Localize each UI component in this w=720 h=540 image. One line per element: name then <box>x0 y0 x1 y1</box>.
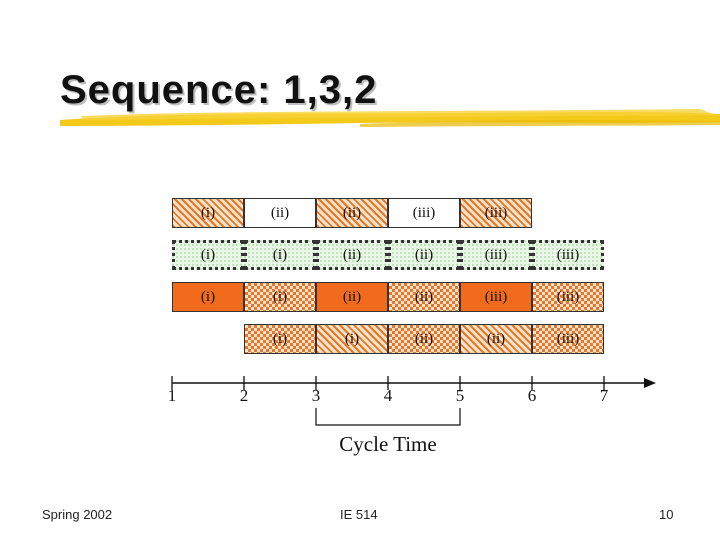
schedule-cell: (iii) <box>460 240 532 270</box>
axis-tick-label: 3 <box>311 386 321 405</box>
schedule-cell-label: (ii) <box>486 331 506 347</box>
cycle-time-label: Cycle Time <box>339 432 437 456</box>
slide-title: Sequence: 1,3,2 <box>60 68 378 112</box>
schedule-cell: (ii) <box>388 282 460 312</box>
schedule-cell-label: (ii) <box>414 331 434 347</box>
schedule-cell-label: (iii) <box>484 289 508 305</box>
schedule-cell-label: (i) <box>344 331 360 347</box>
schedule-cell-label: (iii) <box>556 247 580 263</box>
schedule-cell: (ii) <box>460 324 532 354</box>
schedule-cell: (ii) <box>316 240 388 270</box>
schedule-cell-label: (iii) <box>556 331 580 347</box>
schedule-cell-label: (iii) <box>412 205 436 221</box>
schedule-cell-label: (ii) <box>414 289 434 305</box>
schedule-cell: (i) <box>316 324 388 354</box>
schedule-cell-label: (i) <box>200 289 216 305</box>
schedule-cell: (ii) <box>244 198 316 228</box>
schedule-cell-label: (ii) <box>414 247 434 263</box>
schedule-cell: (iii) <box>388 198 460 228</box>
schedule-cell: (iii) <box>532 282 604 312</box>
schedule-cell: (i) <box>172 198 244 228</box>
schedule-cell: (i) <box>244 240 316 270</box>
footer-date: Spring 2002 <box>42 507 113 522</box>
axis-arrowhead <box>644 378 656 388</box>
axis-tick-label: 4 <box>383 386 393 405</box>
axis-tick-label: 6 <box>527 386 537 405</box>
cycle-time-bracket <box>315 408 461 426</box>
schedule-cell-label: (iii) <box>484 247 508 263</box>
schedule-cell: (i) <box>244 282 316 312</box>
schedule-cell-label: (ii) <box>342 205 362 221</box>
schedule-cell: (i) <box>172 282 244 312</box>
schedule-cell-label: (ii) <box>342 247 362 263</box>
schedule-cell-label: (i) <box>200 205 216 221</box>
schedule-cell: (i) <box>172 240 244 270</box>
schedule-cell: (iii) <box>532 324 604 354</box>
footer-course: IE 514 <box>340 507 378 522</box>
schedule-cell: (iii) <box>460 282 532 312</box>
title-underline <box>60 109 720 127</box>
schedule-cell: (ii) <box>316 198 388 228</box>
schedule-cell-label: (i) <box>272 331 288 347</box>
schedule-cell: (ii) <box>388 240 460 270</box>
schedule-cell-label: (ii) <box>342 289 362 305</box>
schedule-cell: (iii) <box>460 198 532 228</box>
schedule-cell-label: (i) <box>272 247 288 263</box>
axis-tick-label: 7 <box>599 386 609 405</box>
schedule-cell: (i) <box>244 324 316 354</box>
schedule-cell-label: (i) <box>200 247 216 263</box>
axis-tick-label: 2 <box>239 386 249 405</box>
schedule-cell-label: (i) <box>272 289 288 305</box>
schedule-cell: (ii) <box>316 282 388 312</box>
schedule-cell-label: (iii) <box>556 289 580 305</box>
footer-page-number: 10 <box>659 507 674 522</box>
schedule-cell-label: (ii) <box>270 205 290 221</box>
axis-tick-label: 1 <box>167 386 177 405</box>
schedule-cell: (ii) <box>388 324 460 354</box>
axis-tick-label: 5 <box>455 386 465 405</box>
schedule-cell: (iii) <box>532 240 604 270</box>
schedule-cell-label: (iii) <box>484 205 508 221</box>
